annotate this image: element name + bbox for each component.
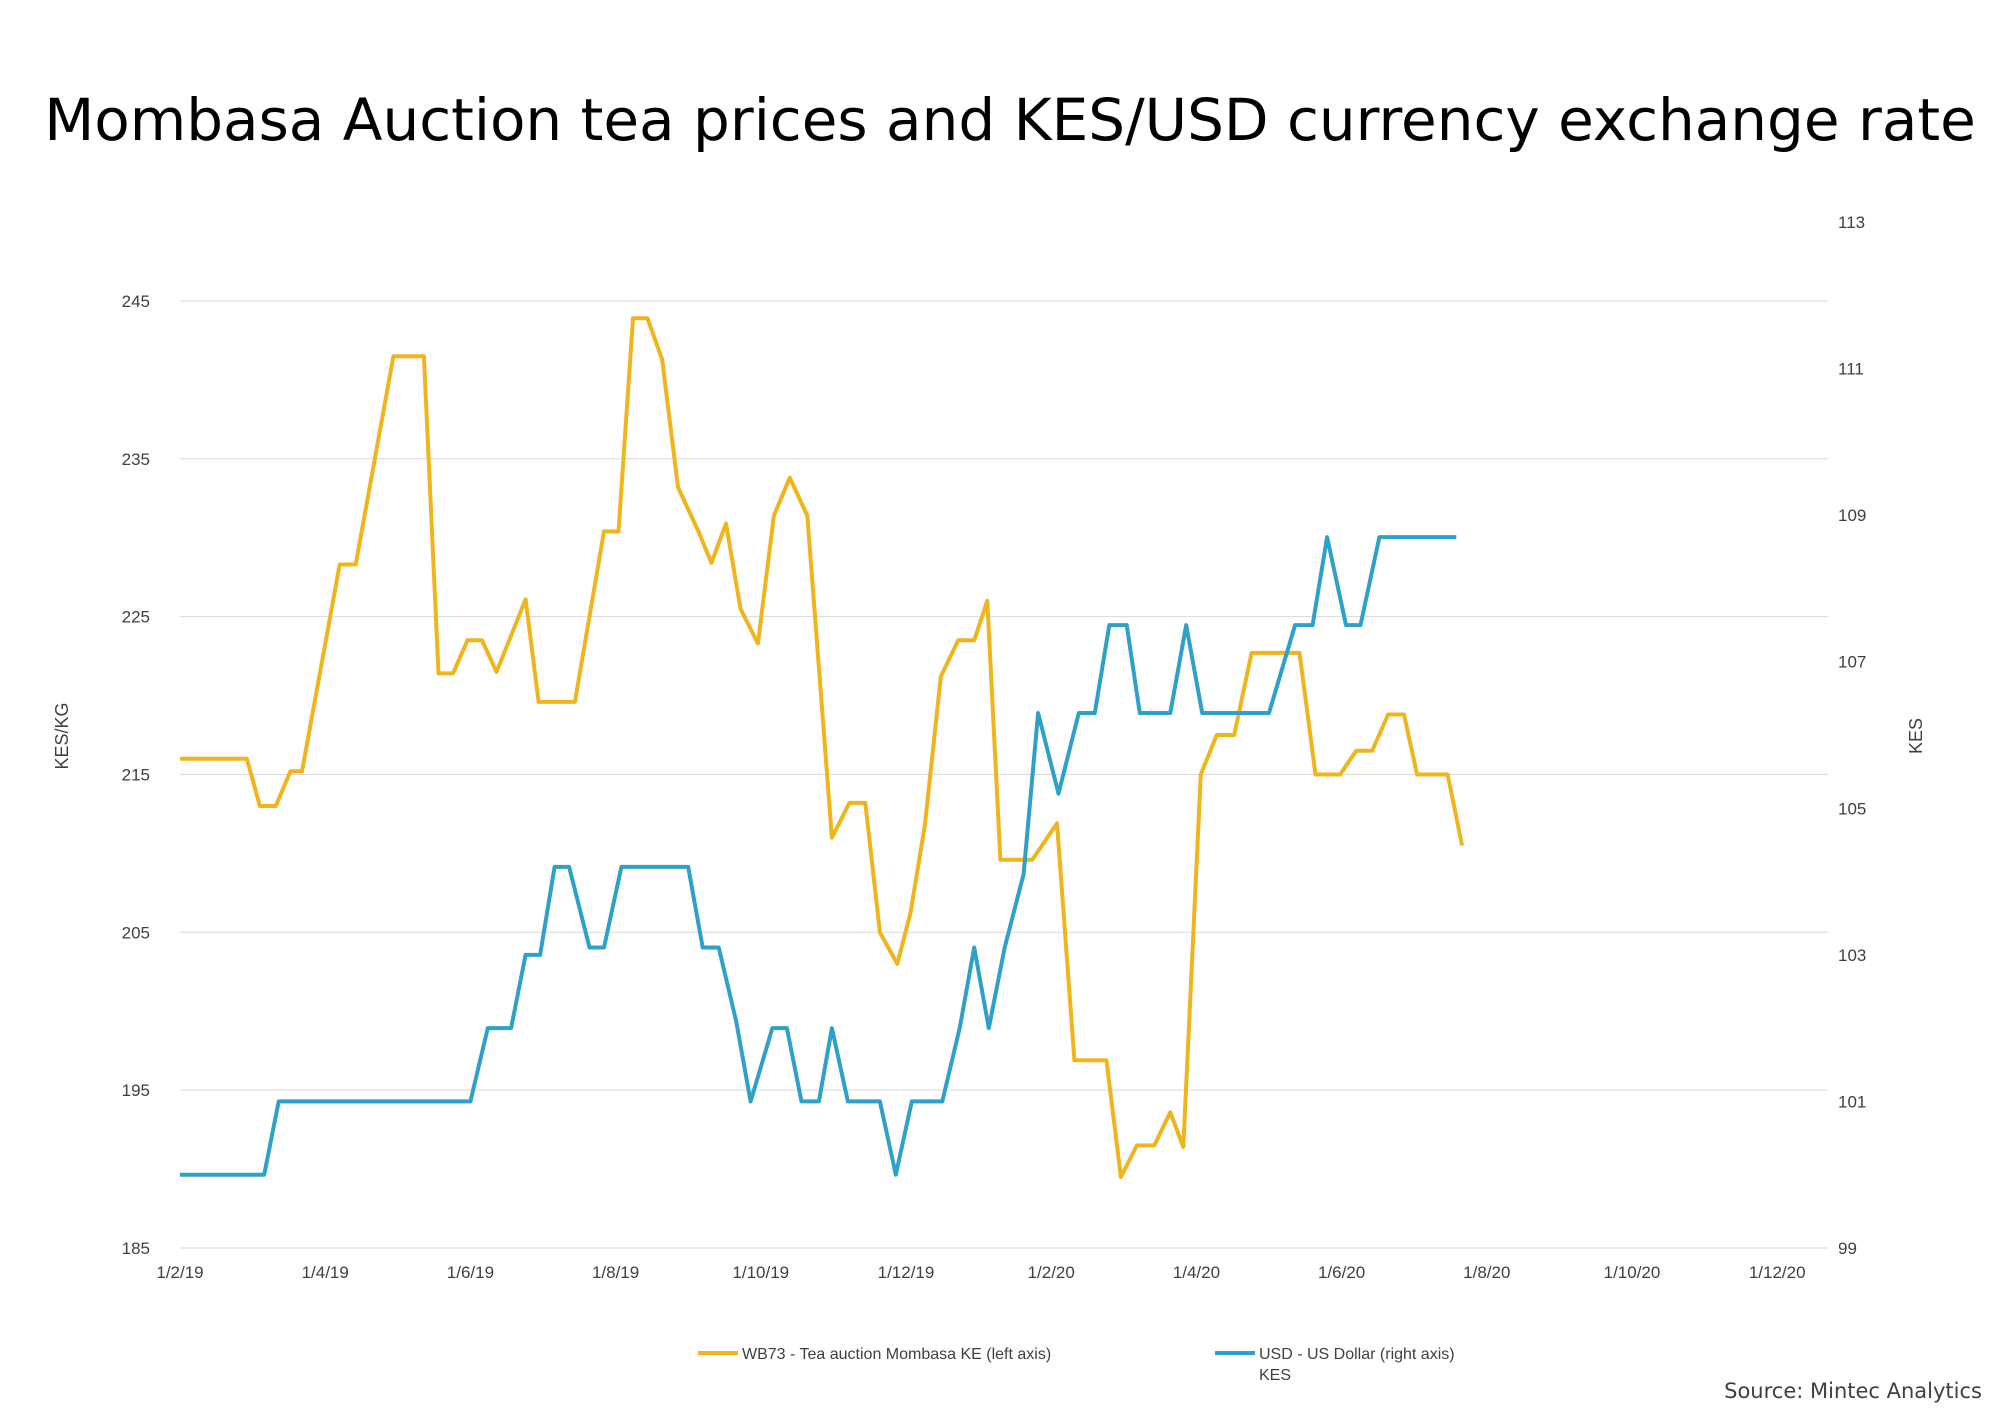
right-tick-label: 109 <box>1838 506 1866 525</box>
x-tick-label: 1/4/19 <box>302 1263 349 1282</box>
left-tick-label: 245 <box>122 292 150 311</box>
x-tick-label: 1/10/20 <box>1604 1263 1661 1282</box>
x-tick-label: 1/4/20 <box>1173 1263 1220 1282</box>
right-axis-label: KES <box>1906 718 1926 754</box>
x-tick-label: 1/12/19 <box>878 1263 935 1282</box>
right-tick-label: 103 <box>1838 946 1866 965</box>
x-tick-label: 1/8/20 <box>1463 1263 1510 1282</box>
x-tick-label: 1/10/19 <box>732 1263 789 1282</box>
right-tick-label: 111 <box>1838 360 1864 379</box>
x-tick-label: 1/2/19 <box>156 1263 203 1282</box>
left-tick-label: 185 <box>122 1239 150 1258</box>
legend-label-tea: WB73 - Tea auction Mombasa KE (left axis… <box>742 1346 1051 1363</box>
gridlines <box>180 300 1828 1249</box>
left-tick-label: 195 <box>122 1081 150 1100</box>
left-tick-label: 205 <box>122 923 150 942</box>
x-tick-label: 1/12/20 <box>1749 1263 1806 1282</box>
left-tick-label: 225 <box>122 608 150 627</box>
series-line-tea-auction <box>180 316 1465 1179</box>
legend-label-usd-unit: KES <box>1259 1367 1291 1384</box>
right-tick-label: 101 <box>1838 1092 1866 1111</box>
x-tick-label: 1/2/20 <box>1028 1263 1075 1282</box>
chart-title: Mombasa Auction tea prices and KES/USD c… <box>44 86 1976 154</box>
legend-label-usd: USD - US Dollar (right axis) <box>1259 1346 1455 1363</box>
legend: WB73 - Tea auction Mombasa KE (left axis… <box>698 1346 1455 1384</box>
x-tick-label: 1/8/19 <box>592 1263 639 1282</box>
right-axis-ticks: 99 101 103 105 107 109 111 113 <box>1838 213 1866 1258</box>
x-axis-ticks: 1/2/19 1/4/19 1/6/19 1/8/19 1/10/19 1/12/19 1/… <box>156 1263 1805 1282</box>
source-note: Source: Mintec Analytics <box>1724 1379 1982 1403</box>
right-tick-label: 105 <box>1838 799 1866 818</box>
left-axis-ticks: 185 195 205 215 225 235 245 <box>122 292 150 1258</box>
right-tick-label: 107 <box>1838 653 1866 672</box>
series-line-usd <box>180 535 1457 1177</box>
x-tick-label: 1/6/20 <box>1318 1263 1365 1282</box>
left-tick-label: 215 <box>122 765 150 784</box>
x-tick-label: 1/6/19 <box>447 1263 494 1282</box>
right-tick-label: 113 <box>1838 213 1865 232</box>
left-axis-label: KES/KG <box>52 702 72 769</box>
right-tick-label: 99 <box>1838 1239 1857 1258</box>
left-tick-label: 235 <box>122 450 150 469</box>
